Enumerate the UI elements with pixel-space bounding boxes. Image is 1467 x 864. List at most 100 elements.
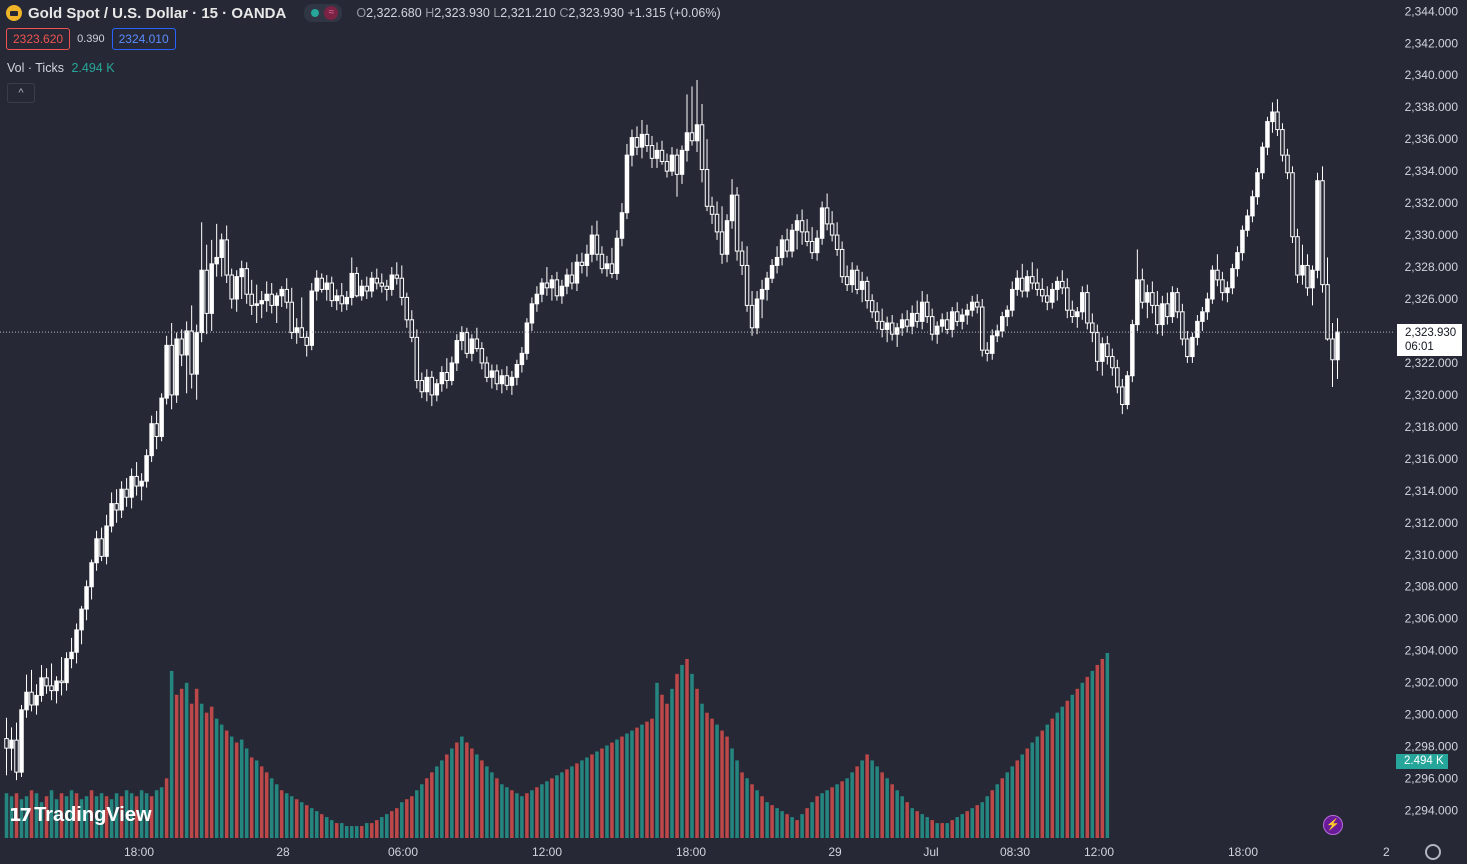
volume-bar: [1050, 718, 1055, 838]
volume-bar: [1070, 694, 1075, 838]
candle-body: [74, 629, 79, 653]
volume-bar: [159, 787, 164, 838]
candle-body: [899, 319, 905, 329]
volume-bar: [990, 790, 994, 838]
volume-bar: [254, 760, 259, 838]
volume-bar: [890, 784, 894, 838]
volume-legend[interactable]: Vol · Ticks 2.494 K: [7, 61, 115, 75]
candle-body: [944, 319, 950, 330]
volume-bar: [345, 826, 349, 838]
volume-bar: [730, 748, 734, 838]
lightning-icon[interactable]: ⚡: [1323, 815, 1343, 835]
volume-bar: [895, 790, 899, 838]
volume-bar: [1005, 772, 1010, 838]
volume-bar: [560, 772, 564, 838]
volume-bar: [124, 790, 129, 838]
volume-bar: [259, 766, 264, 838]
low-value: 2,321.210: [500, 6, 556, 20]
volume-bar: [365, 823, 369, 838]
volume-bar: [610, 742, 614, 838]
candle-body: [219, 239, 224, 258]
gear-icon[interactable]: [1425, 844, 1441, 860]
market-status-icon[interactable]: ≈: [304, 4, 343, 22]
volume-label: Vol · Ticks: [7, 61, 64, 75]
volume-bar: [1000, 778, 1004, 838]
volume-bar: [475, 754, 479, 838]
volume-bar: [900, 796, 904, 838]
candle-body: [269, 293, 274, 306]
candle-body: [569, 274, 575, 284]
candle-body: [739, 250, 745, 266]
volume-bar: [304, 805, 309, 838]
ohlc-readout: O2,322.680 H2,323.930 L2,321.210 C2,323.…: [356, 6, 721, 20]
candle-body: [279, 288, 284, 297]
volume-bar: [660, 694, 664, 838]
candle-body: [314, 277, 319, 292]
candle-body: [1280, 129, 1285, 156]
volume-bar: [585, 757, 589, 838]
volume-bar: [685, 658, 689, 838]
candle-body: [744, 264, 750, 306]
candle-body: [364, 285, 370, 292]
volume-bar: [164, 778, 169, 838]
volume-bar: [650, 718, 654, 838]
candle-body: [514, 364, 520, 378]
volume-bar: [89, 790, 94, 838]
candle-body: [599, 253, 605, 270]
volume-bar: [314, 811, 319, 838]
collapse-legend-button[interactable]: ^: [7, 83, 35, 103]
volume-bar: [845, 778, 849, 838]
price-tick-label: 2,340.000: [1405, 68, 1459, 82]
candle-body: [629, 137, 635, 156]
volume-bar: [435, 766, 439, 838]
volume-bar: [680, 664, 684, 838]
candle-body: [539, 282, 545, 295]
high-value: 2,323.930: [434, 6, 490, 20]
volume-bar: [405, 799, 409, 838]
volume-bar: [625, 733, 629, 838]
candle-body: [449, 362, 455, 382]
volume-bar: [590, 754, 594, 838]
volume-bar: [385, 814, 389, 838]
volume-bar: [400, 802, 404, 838]
candle-body: [4, 738, 9, 749]
candle-body: [904, 319, 910, 327]
candle-body: [159, 397, 164, 437]
volume-bar: [860, 760, 864, 838]
candle-body: [1105, 343, 1110, 358]
candle-body: [534, 293, 540, 305]
volume-bar: [370, 823, 374, 838]
price-tick-label: 2,326.000: [1405, 292, 1459, 306]
gold-symbol-icon[interactable]: [6, 5, 22, 21]
volume-bar: [149, 796, 154, 838]
volume-bar: [1080, 682, 1085, 838]
symbol-title[interactable]: Gold Spot / U.S. Dollar · 15 · OANDA: [28, 4, 287, 22]
buy-button[interactable]: 2324.010: [111, 28, 176, 50]
candle-body: [174, 338, 179, 396]
volume-bar: [840, 781, 844, 838]
volume-bar: [855, 766, 859, 838]
tradingview-logo[interactable]: 𝟭𝟳 TradingView: [9, 804, 152, 827]
candle-body: [934, 325, 940, 335]
volume-bar: [445, 754, 449, 838]
sell-button[interactable]: 2323.620: [6, 28, 71, 50]
volume-bar: [550, 778, 554, 838]
candle-body: [784, 239, 790, 252]
volume-value-tag: 2.494 K: [1396, 754, 1448, 769]
candle-body: [504, 375, 510, 386]
volume-bar: [39, 802, 44, 838]
candle-body: [399, 277, 405, 298]
candle-body: [184, 330, 189, 356]
price-tick-label: 2,308.000: [1405, 580, 1459, 594]
candle-body: [199, 269, 204, 334]
candle-body: [939, 319, 945, 327]
price-tick-label: 2,344.000: [1405, 4, 1459, 18]
volume-bar: [34, 793, 39, 838]
candle-body: [994, 330, 1000, 337]
candle-body: [1205, 298, 1210, 313]
candle-body: [1295, 236, 1300, 276]
volume-bar: [975, 805, 979, 838]
volume-bar: [540, 784, 544, 838]
volume-bar: [1020, 754, 1025, 838]
